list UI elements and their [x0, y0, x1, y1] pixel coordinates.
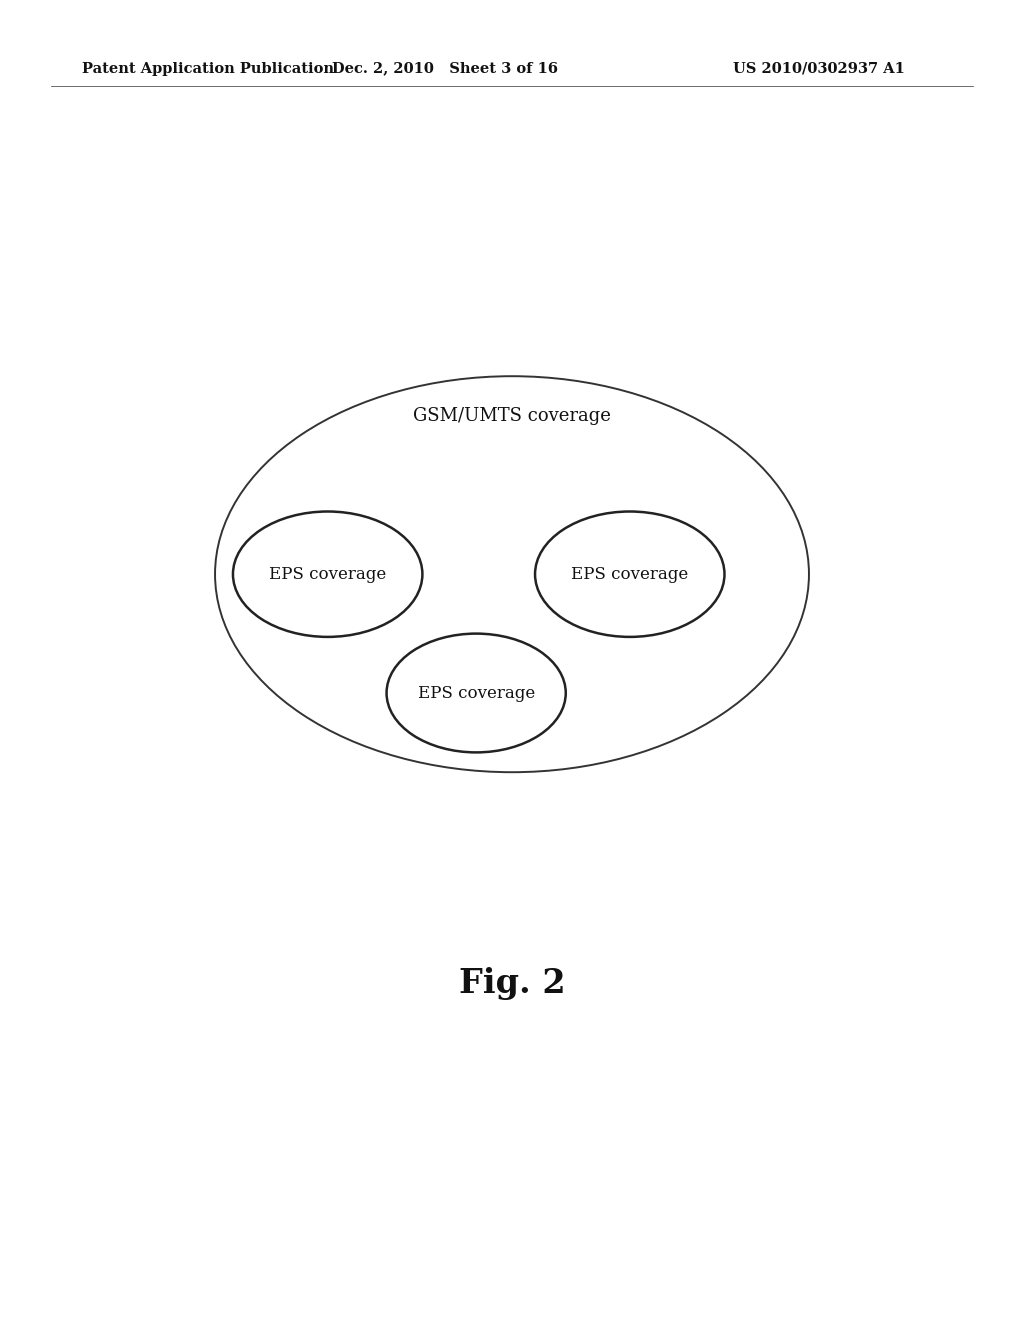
Text: EPS coverage: EPS coverage	[571, 566, 688, 582]
Text: US 2010/0302937 A1: US 2010/0302937 A1	[733, 62, 905, 75]
Text: GSM/UMTS coverage: GSM/UMTS coverage	[413, 407, 611, 425]
Text: Fig. 2: Fig. 2	[459, 966, 565, 1001]
Text: EPS coverage: EPS coverage	[269, 566, 386, 582]
Text: Dec. 2, 2010   Sheet 3 of 16: Dec. 2, 2010 Sheet 3 of 16	[333, 62, 558, 75]
Text: EPS coverage: EPS coverage	[418, 685, 535, 701]
Text: Patent Application Publication: Patent Application Publication	[82, 62, 334, 75]
